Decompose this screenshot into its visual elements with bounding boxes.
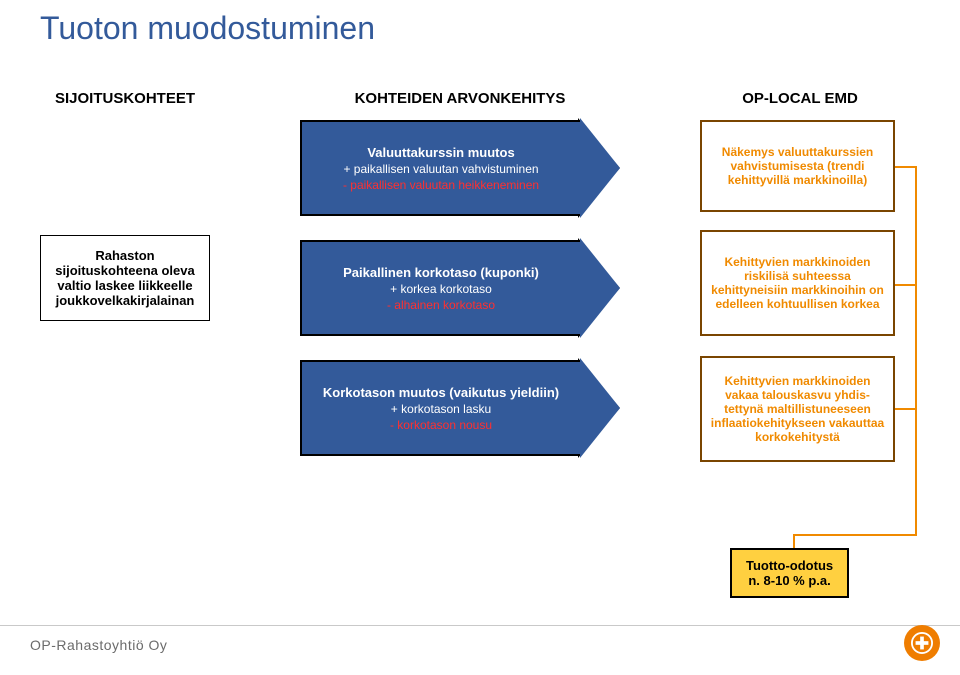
arrow1-title: Valuuttakurssin muutos [367, 145, 514, 160]
arrow3-minus: - korkotason nousu [390, 418, 492, 432]
arrow1-minus: - paikallisen valuutan heikkeneminen [343, 178, 539, 192]
arrow3-tip-icon [580, 358, 620, 458]
right-box-2: Kehittyvien markkinoiden riskilisä suhte… [700, 230, 895, 336]
connector-h1 [895, 166, 917, 168]
investment-target-box: Rahaston sijoituskohteena oleva valtio l… [40, 235, 210, 321]
right1-text: Näkemys valuuttakurssien vahvistumisesta… [708, 145, 887, 187]
arrow3-plus: + korkotason lasku [391, 402, 491, 416]
arrow1-plus: + paikallisen valuutan vahvistuminen [343, 162, 538, 176]
arrow2-title: Paikallinen korkotaso (kuponki) [343, 265, 539, 280]
col-header-3: OP-LOCAL EMD [700, 90, 900, 107]
output-line1: Tuotto-odotus [746, 558, 833, 573]
page-title: Tuoton muodostuminen [40, 10, 375, 47]
arrow-yield: Korkotason muutos (vaikutus yieldiin) + … [300, 360, 620, 456]
right3-text: Kehittyvien markkinoiden vakaa talouskas… [708, 374, 887, 444]
arrow3-title: Korkotason muutos (vaikutus yieldiin) [323, 385, 559, 400]
footer-logo-icon [904, 625, 940, 661]
right2-text: Kehittyvien markkinoiden riskilisä suhte… [708, 255, 887, 311]
col-header-2: KOHTEIDEN ARVONKEHITYS [300, 90, 620, 107]
arrow2-tip-icon [580, 238, 620, 338]
arrow-coupon: Paikallinen korkotaso (kuponki) + korkea… [300, 240, 620, 336]
arrow-currency: Valuuttakurssin muutos + paikallisen val… [300, 120, 620, 216]
arrow1-tip-icon [580, 118, 620, 218]
connector-to-output-v [793, 534, 795, 548]
col-header-1: SIJOITUSKOHTEET [40, 90, 210, 107]
footer-company: OP-Rahastoyhtiö Oy [30, 637, 167, 653]
arrow2-plus: + korkea korkotaso [390, 282, 492, 296]
connector-h2 [895, 284, 917, 286]
right-box-1: Näkemys valuuttakurssien vahvistumisesta… [700, 120, 895, 212]
connector-h3 [895, 408, 917, 410]
left-box-text: Rahaston sijoituskohteena oleva valtio l… [55, 248, 194, 308]
connector-vertical [915, 166, 917, 534]
arrow2-minus: - alhainen korkotaso [387, 298, 495, 312]
output-box: Tuotto-odotus n. 8-10 % p.a. [730, 548, 849, 598]
footer-divider [0, 625, 960, 626]
connector-to-output-h [795, 534, 917, 536]
op-logo-icon [911, 632, 933, 654]
right-box-3: Kehittyvien markkinoiden vakaa talouskas… [700, 356, 895, 462]
output-line2: n. 8-10 % p.a. [746, 573, 833, 588]
